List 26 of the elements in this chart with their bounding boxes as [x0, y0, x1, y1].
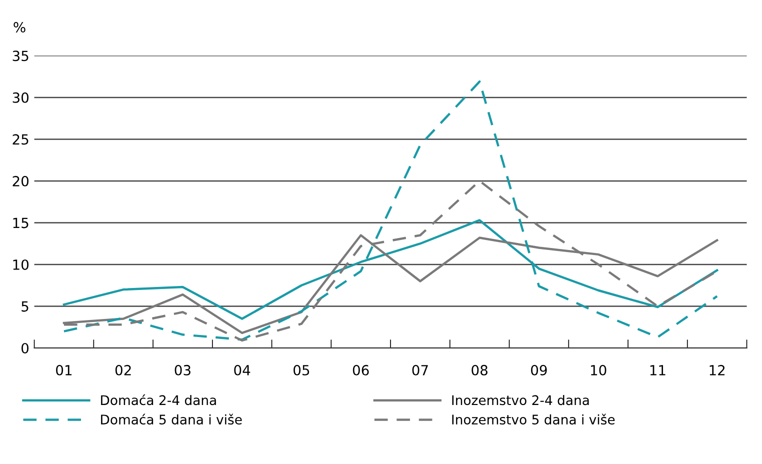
x-tick-label: 01 [56, 364, 72, 376]
x-tick-label: 06 [352, 364, 369, 376]
legend-label: Inozemstvo 2-4 dana [452, 394, 589, 406]
x-tick-label: 08 [472, 364, 488, 376]
x-tick-label: 03 [174, 364, 190, 376]
legend-label: Domaća 2-4 dana [101, 394, 216, 406]
x-tick-label: 10 [591, 364, 606, 376]
y-tick-label: 30 [12, 92, 29, 103]
y-tick-label: 5 [22, 301, 28, 312]
y-axis-title: % [14, 22, 26, 33]
x-tick-label: 07 [412, 364, 428, 376]
x-tick-label: 04 [234, 364, 250, 376]
y-tick-label: 25 [12, 134, 28, 145]
legend-label: Domaća 5 dana i više [101, 414, 242, 425]
y-tick-label: 20 [12, 176, 29, 186]
y-tick-label: 10 [13, 259, 29, 270]
x-tick-label: 02 [115, 364, 131, 376]
y-tick-label: 15 [13, 218, 28, 228]
x-tick-label: 05 [294, 364, 310, 376]
x-tick-label: 12 [710, 364, 725, 376]
line-series [62, 80, 718, 341]
y-tick-label: 0 [22, 342, 29, 354]
legend-label: Inozemstvo 5 dana i više [452, 414, 615, 425]
x-tick-label: 11 [650, 365, 666, 376]
x-tick-label: 09 [531, 364, 547, 376]
y-tick-label: 35 [12, 50, 28, 62]
